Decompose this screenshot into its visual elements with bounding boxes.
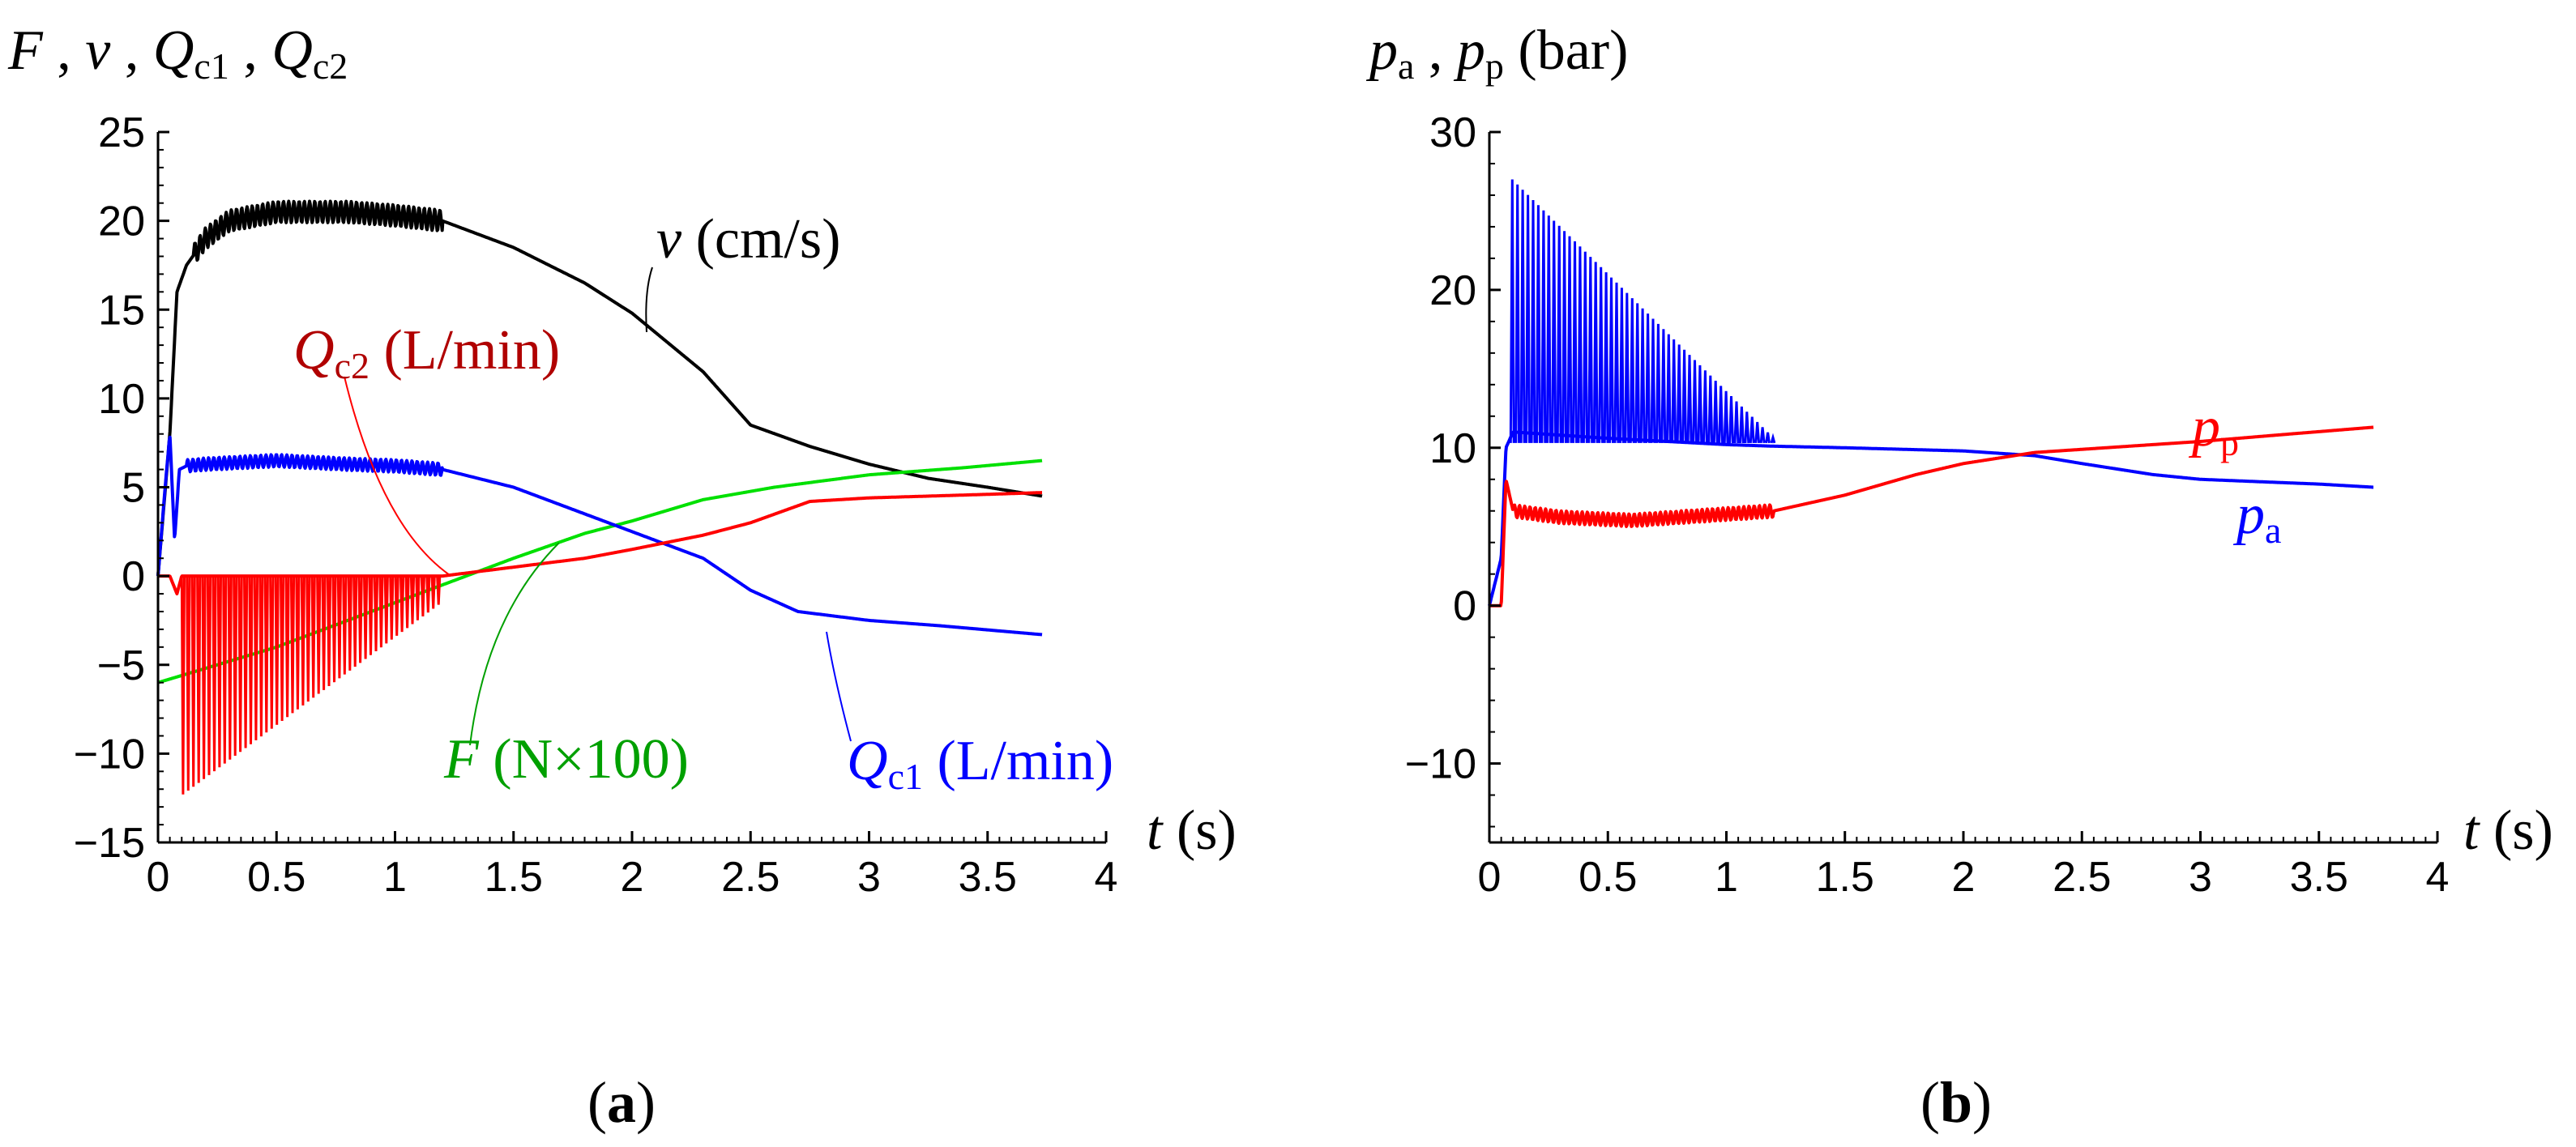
series-line-v <box>156 199 1044 577</box>
chart-panel-b: 0 0.5 1 1.5 2 2.5 3 3.5 4 −10 0 10 20 30 pa , pp (bar… <box>1365 19 2553 901</box>
series-line-Q_c1 <box>156 435 1044 637</box>
F-series-label: F (N×100) <box>443 728 689 791</box>
x-tick-label: 1 <box>1715 854 1738 901</box>
x-tick-label: 3.5 <box>2290 854 2348 901</box>
x-tick-label: 3 <box>2189 854 2212 901</box>
pa-series-label: pa <box>2232 484 2281 551</box>
series-v <box>156 199 1044 577</box>
x-tick-label: 0 <box>1478 854 1502 901</box>
panel-a-axes <box>156 130 1108 844</box>
x-tick-label: 2.5 <box>2053 854 2111 901</box>
series-p_a <box>1488 179 2375 607</box>
y-tick-label: 5 <box>122 465 145 512</box>
panel-b-axes <box>1488 130 2439 844</box>
x-tick-label: 0.5 <box>247 854 305 901</box>
y-tick-label: 0 <box>1453 583 1476 630</box>
series-line-F <box>156 458 1044 684</box>
series-line-p_p <box>1488 425 2375 608</box>
panel-b-xlabel: t (s) <box>2463 799 2553 862</box>
x-tick-label: 0 <box>147 854 170 901</box>
y-tick-label: −10 <box>74 731 145 778</box>
Qc2-leader-line <box>344 376 451 576</box>
y-tick-label: 10 <box>98 376 145 423</box>
y-tick-label: 20 <box>98 198 145 245</box>
y-tick-label: −15 <box>74 820 145 867</box>
y-tick-label: −10 <box>1405 741 1476 788</box>
panel-a-series-layer <box>156 199 1044 795</box>
chart-panel-a: 0 0.5 1 1.5 2 2.5 3 3.5 4 −15 −10 −5 0 5 10 15 20 25 F , … <box>7 19 1237 901</box>
series-p_p <box>1488 425 2375 608</box>
x-tick-label: 1.5 <box>1816 854 1874 901</box>
F-leader-line <box>469 542 560 746</box>
series-oscillation-p_a <box>1509 179 1776 444</box>
y-tick-label: −5 <box>97 642 145 689</box>
x-tick-label: 3 <box>857 854 881 901</box>
x-tick-label: 2 <box>621 854 644 901</box>
y-tick-label: 15 <box>98 287 145 334</box>
y-tick-label: 20 <box>1429 267 1476 314</box>
x-tick-label: 2.5 <box>721 854 780 901</box>
series-line-Q_c2 <box>156 491 1044 595</box>
panel-a-ylabel: F , v , Qc1 , Qc2 <box>7 19 348 87</box>
x-tick-label: 4 <box>1095 854 1118 901</box>
y-tick-label: 25 <box>98 109 145 156</box>
series-F <box>156 458 1044 684</box>
series-spikes-Q_c2 <box>180 576 442 795</box>
y-tick-label: 0 <box>122 553 145 600</box>
series-Q_c2 <box>156 491 1044 795</box>
v-leader-line <box>645 266 653 333</box>
Qc1-series-label: Qc1 (L/min) <box>847 730 1113 797</box>
panel-b-ylabel: pa , pp (bar) <box>1365 19 1628 87</box>
caption-b: (b) <box>1920 1070 1992 1135</box>
caption-a: (a) <box>587 1070 656 1135</box>
Qc2-series-label: Qc2 (L/min) <box>293 319 560 386</box>
y-tick-label: 10 <box>1429 425 1476 472</box>
x-tick-label: 1 <box>383 854 407 901</box>
Qc1-leader-line <box>826 631 852 742</box>
y-tick-label: 30 <box>1429 109 1476 156</box>
panel-b-tick-labels: 0 0.5 1 1.5 2 2.5 3 3.5 4 −10 0 10 20 30 <box>1405 109 2450 901</box>
x-tick-label: 0.5 <box>1578 854 1637 901</box>
panel-a-tick-labels: 0 0.5 1 1.5 2 2.5 3 3.5 4 −15 −10 −5 0 5 10 15 20 25 <box>74 109 1118 901</box>
pp-series-label: pp <box>2188 396 2239 463</box>
panel-b-series-layer <box>1488 179 2375 608</box>
panel-a-xlabel: t (s) <box>1147 799 1237 862</box>
x-tick-label: 2 <box>1952 854 1976 901</box>
series-Q_c1 <box>156 435 1044 637</box>
x-tick-label: 4 <box>2426 854 2450 901</box>
v-series-label: v (cm/s) <box>656 208 840 271</box>
x-tick-label: 3.5 <box>959 854 1017 901</box>
x-tick-label: 1.5 <box>485 854 543 901</box>
